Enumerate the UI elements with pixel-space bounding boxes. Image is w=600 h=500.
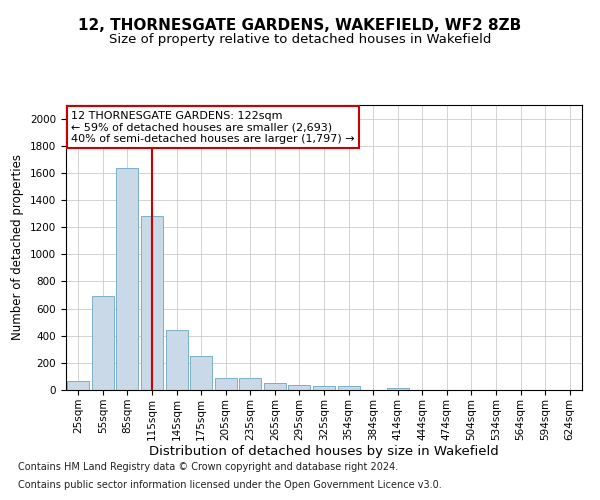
Text: Contains HM Land Registry data © Crown copyright and database right 2024.: Contains HM Land Registry data © Crown c… (18, 462, 398, 472)
Bar (215, 378, 237, 390)
Bar (264, 383, 286, 390)
Bar (67, 381, 89, 390)
Bar (92, 296, 114, 390)
Bar (166, 330, 188, 390)
Bar (190, 356, 212, 390)
Bar (289, 384, 310, 390)
Bar (338, 386, 359, 390)
Bar (141, 216, 163, 390)
Bar (116, 168, 139, 390)
Text: 12, THORNESGATE GARDENS, WAKEFIELD, WF2 8ZB: 12, THORNESGATE GARDENS, WAKEFIELD, WF2 … (79, 18, 521, 32)
Text: Size of property relative to detached houses in Wakefield: Size of property relative to detached ho… (109, 32, 491, 46)
Text: 12 THORNESGATE GARDENS: 122sqm
← 59% of detached houses are smaller (2,693)
40% : 12 THORNESGATE GARDENS: 122sqm ← 59% of … (71, 110, 355, 144)
Text: Contains public sector information licensed under the Open Government Licence v3: Contains public sector information licen… (18, 480, 442, 490)
Bar (239, 378, 262, 390)
Bar (386, 388, 409, 390)
X-axis label: Distribution of detached houses by size in Wakefield: Distribution of detached houses by size … (149, 446, 499, 458)
Y-axis label: Number of detached properties: Number of detached properties (11, 154, 25, 340)
Bar (313, 386, 335, 390)
